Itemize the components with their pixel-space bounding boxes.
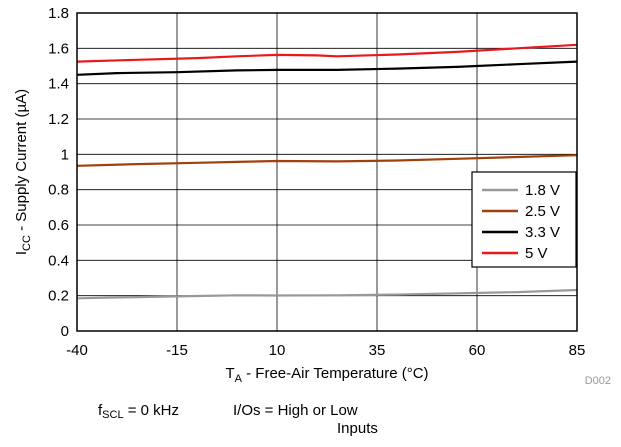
y-axis-title: ICC - Supply Current (µA): [13, 89, 33, 255]
x-tick-labels: -40 -15 10 35 60 85: [66, 342, 585, 359]
legend-box: [471, 171, 577, 268]
series-line-1-8v: [76, 288, 578, 300]
x-tick-label: -40: [66, 342, 88, 359]
legend-label: 3.3 V: [525, 224, 560, 241]
y-tick-label: 1.2: [48, 111, 69, 128]
condition-io-line1: I/Os = High or Low: [233, 402, 358, 419]
x-tick-label: 35: [369, 342, 386, 359]
legend-label: 1.8 V: [525, 182, 560, 199]
y-tick-label: 0.6: [48, 217, 69, 234]
condition-io: I/Os = High or Low Inputs: [233, 402, 378, 438]
series-line-3-3v: [76, 60, 578, 76]
y-tick-labels: 0 0.2 0.4 0.6 0.8 1 1.2 1.4 1.6 1.8: [48, 5, 69, 340]
y-tick-label: 0: [61, 323, 69, 340]
y-tick-label: 0.2: [48, 288, 69, 305]
y-tick-label: 1.8: [48, 5, 69, 22]
y-tick-label: 0.4: [48, 252, 69, 269]
legend-label: 5 V: [525, 245, 548, 262]
x-axis-title: TA - Free-Air Temperature (°C): [225, 365, 428, 385]
series-layer: [76, 43, 578, 300]
x-tick-label: 60: [469, 342, 486, 359]
legend-items: 1.8 V 2.5 V 3.3 V 5 V: [482, 182, 560, 262]
x-tick-label: 85: [569, 342, 586, 359]
figure-id: D002: [585, 375, 611, 387]
y-tick-label: 0.8: [48, 182, 69, 199]
series-line-2-5v: [76, 154, 578, 167]
plot-frame: [76, 12, 578, 332]
y-tick-label: 1.6: [48, 40, 69, 57]
x-tick-label: -15: [166, 342, 188, 359]
series-line-5v: [76, 43, 578, 63]
condition-fscl: fSCL = 0 kHz: [98, 402, 180, 421]
y-tick-label: 1.4: [48, 76, 69, 93]
y-tick-label: 1: [61, 146, 69, 163]
x-tick-label: 10: [269, 342, 286, 359]
legend-label: 2.5 V: [525, 203, 560, 220]
condition-io-line2: Inputs: [337, 420, 378, 437]
legend: 1.8 V 2.5 V 3.3 V 5 V: [471, 171, 577, 268]
